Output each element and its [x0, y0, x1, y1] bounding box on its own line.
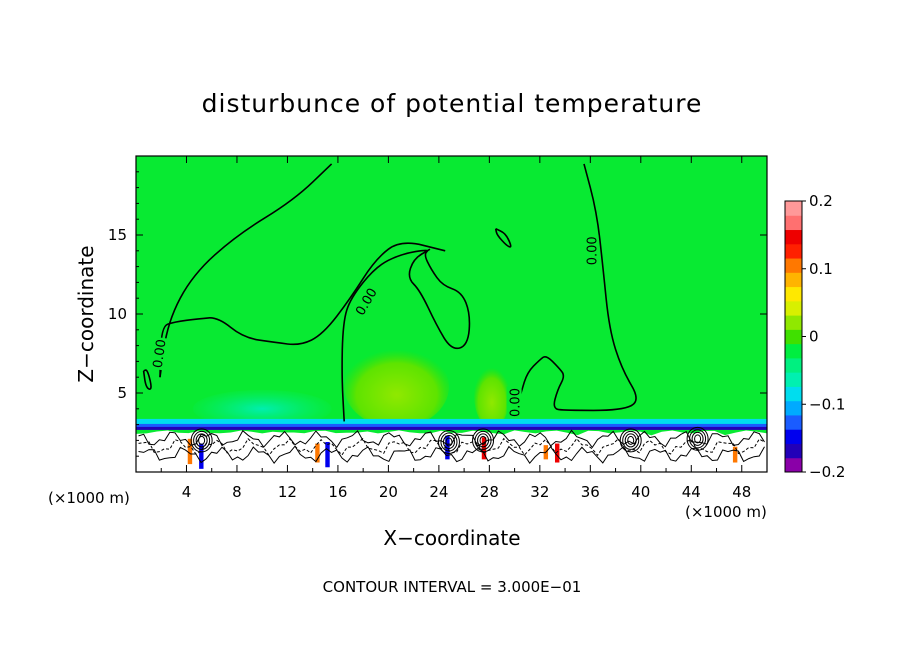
colorbar-swatch [785, 400, 802, 416]
contour-label-0: 0.00 [151, 338, 170, 369]
surface-cluster-1-2 [474, 430, 492, 450]
surface-cluster-3-0 [627, 435, 635, 445]
colorbar-swatch [785, 300, 802, 316]
contour-label-layer: 0.000.000.000.00 [148, 234, 601, 419]
colorbar-swatch [785, 357, 802, 373]
x-axis-title: X−coordinate [383, 526, 520, 550]
contour-label-bg-0 [148, 336, 168, 371]
surface-cluster-3-3 [619, 428, 642, 453]
far-left-small-contour [142, 369, 152, 390]
y-tick-label: 10 [108, 305, 127, 323]
surface-cluster-0-2 [440, 432, 458, 452]
x-tick-label: 44 [682, 483, 701, 501]
middle-zero-contour [341, 248, 471, 422]
surface-cluster-3-2 [622, 430, 640, 450]
surface-cluster-1-0 [479, 435, 487, 445]
surface-cluster-0-0 [445, 437, 453, 447]
surface-cluster-4-0 [694, 434, 702, 444]
surface-accent-3 [325, 441, 330, 468]
surface-accent-2 [315, 443, 320, 463]
central-warm-blob [344, 345, 449, 428]
colorbar-tick-label: 0.2 [809, 192, 833, 210]
surface-cluster-1-3 [472, 428, 495, 453]
right-zero-contour [513, 163, 637, 417]
colorbar-swatch [785, 215, 802, 231]
x-tick-label: 8 [232, 483, 242, 501]
colorbar-tick-label: −0.2 [809, 463, 845, 481]
colorbar-swatch [785, 386, 802, 402]
x-tick-label: 48 [732, 483, 751, 501]
surface-contours [138, 426, 765, 465]
x-tick-label: 12 [278, 483, 297, 501]
surface-white-region [136, 430, 767, 472]
colorbar-swatch [785, 243, 802, 259]
colorbar: 0.2 0.1 0 −0.1 −0.2 [784, 192, 845, 481]
left-cool-blob [192, 389, 332, 428]
x-unit-label: (×1000 m) [685, 503, 767, 521]
y-tick-label: 5 [117, 384, 127, 402]
surface-accent-7 [445, 435, 450, 460]
small-closed-contour [494, 227, 512, 248]
colorbar-swatch [785, 372, 802, 387]
surface-accent-0 [187, 438, 193, 465]
surface-accent-6 [732, 446, 738, 463]
surface-cluster-2-2 [193, 430, 211, 450]
right-warm-blob [474, 364, 510, 428]
y-unit-label: (×1000 m) [48, 489, 130, 507]
contour-label-3: 0.00 [509, 388, 524, 417]
colorbar-swatch [785, 414, 802, 430]
x-tick-label: 36 [581, 483, 600, 501]
x-tick-label: 16 [328, 483, 347, 501]
colorbar-swatch [785, 272, 802, 288]
colorbar-swatch [785, 429, 802, 444]
x-tick-label: 4 [182, 483, 192, 501]
colorbar-swatch [785, 343, 802, 359]
surface-cluster-2-1 [195, 433, 208, 448]
surface-cluster-0-3 [437, 429, 460, 454]
y-axis-title: Z−coordinate [74, 245, 98, 382]
colorbar-tick-label: 0.1 [809, 260, 833, 278]
colorbar-swatch [785, 201, 802, 216]
y-axis: 5 10 15 [108, 171, 767, 457]
field-layer [136, 345, 767, 472]
colorbar-swatch [785, 286, 802, 302]
colorbar-swatch [785, 329, 802, 345]
colorbar-swatch [785, 443, 802, 459]
colorbar-swatch [785, 315, 802, 330]
x-tick-label: 40 [631, 483, 650, 501]
x-tick-label: 24 [429, 483, 448, 501]
surface-cluster-1-1 [477, 433, 490, 448]
surface-cluster-3-1 [624, 433, 637, 448]
x-tick-label: 20 [379, 483, 398, 501]
x-tick-label: 32 [530, 483, 549, 501]
upper-left-zero-contour-lower [159, 242, 446, 378]
surface-accent-1 [199, 443, 204, 469]
surface-cluster-2-0 [198, 435, 206, 445]
surface-cluster-4-1 [691, 431, 704, 446]
colorbar-tick-label: −0.1 [809, 395, 845, 413]
colorbar-swatch [785, 457, 802, 473]
x-axis: 4 8 12 16 20 24 28 32 36 40 44 48 [160, 156, 751, 501]
surface-cluster-0-1 [442, 434, 455, 449]
contour-interval-note: CONTOUR INTERVAL = 3.000E−01 [323, 578, 582, 596]
boundary-layer-band [136, 418, 767, 472]
colorbar-swatch [785, 229, 802, 245]
surface-accent-8 [481, 437, 487, 460]
x-tick-label: 28 [480, 483, 499, 501]
surface-cluster-4-3 [686, 426, 709, 451]
plot-area: 0.000.000.000.00 [135, 155, 768, 473]
surface-cluster-2-3 [190, 428, 213, 453]
colorbar-swatch [785, 258, 802, 273]
contour-label-bg-1 [350, 283, 380, 319]
contour-label-bg-2 [583, 234, 599, 267]
y-tick-label: 15 [108, 226, 127, 244]
surface-cluster-4-2 [689, 429, 707, 449]
colorbar-tick-label: 0 [809, 328, 819, 346]
contour-label-2: 0.00 [586, 236, 601, 265]
chart-title: disturbunce of potential temperature [202, 89, 703, 118]
contour-label-bg-3 [506, 386, 522, 419]
surface-accent-5 [554, 443, 560, 463]
